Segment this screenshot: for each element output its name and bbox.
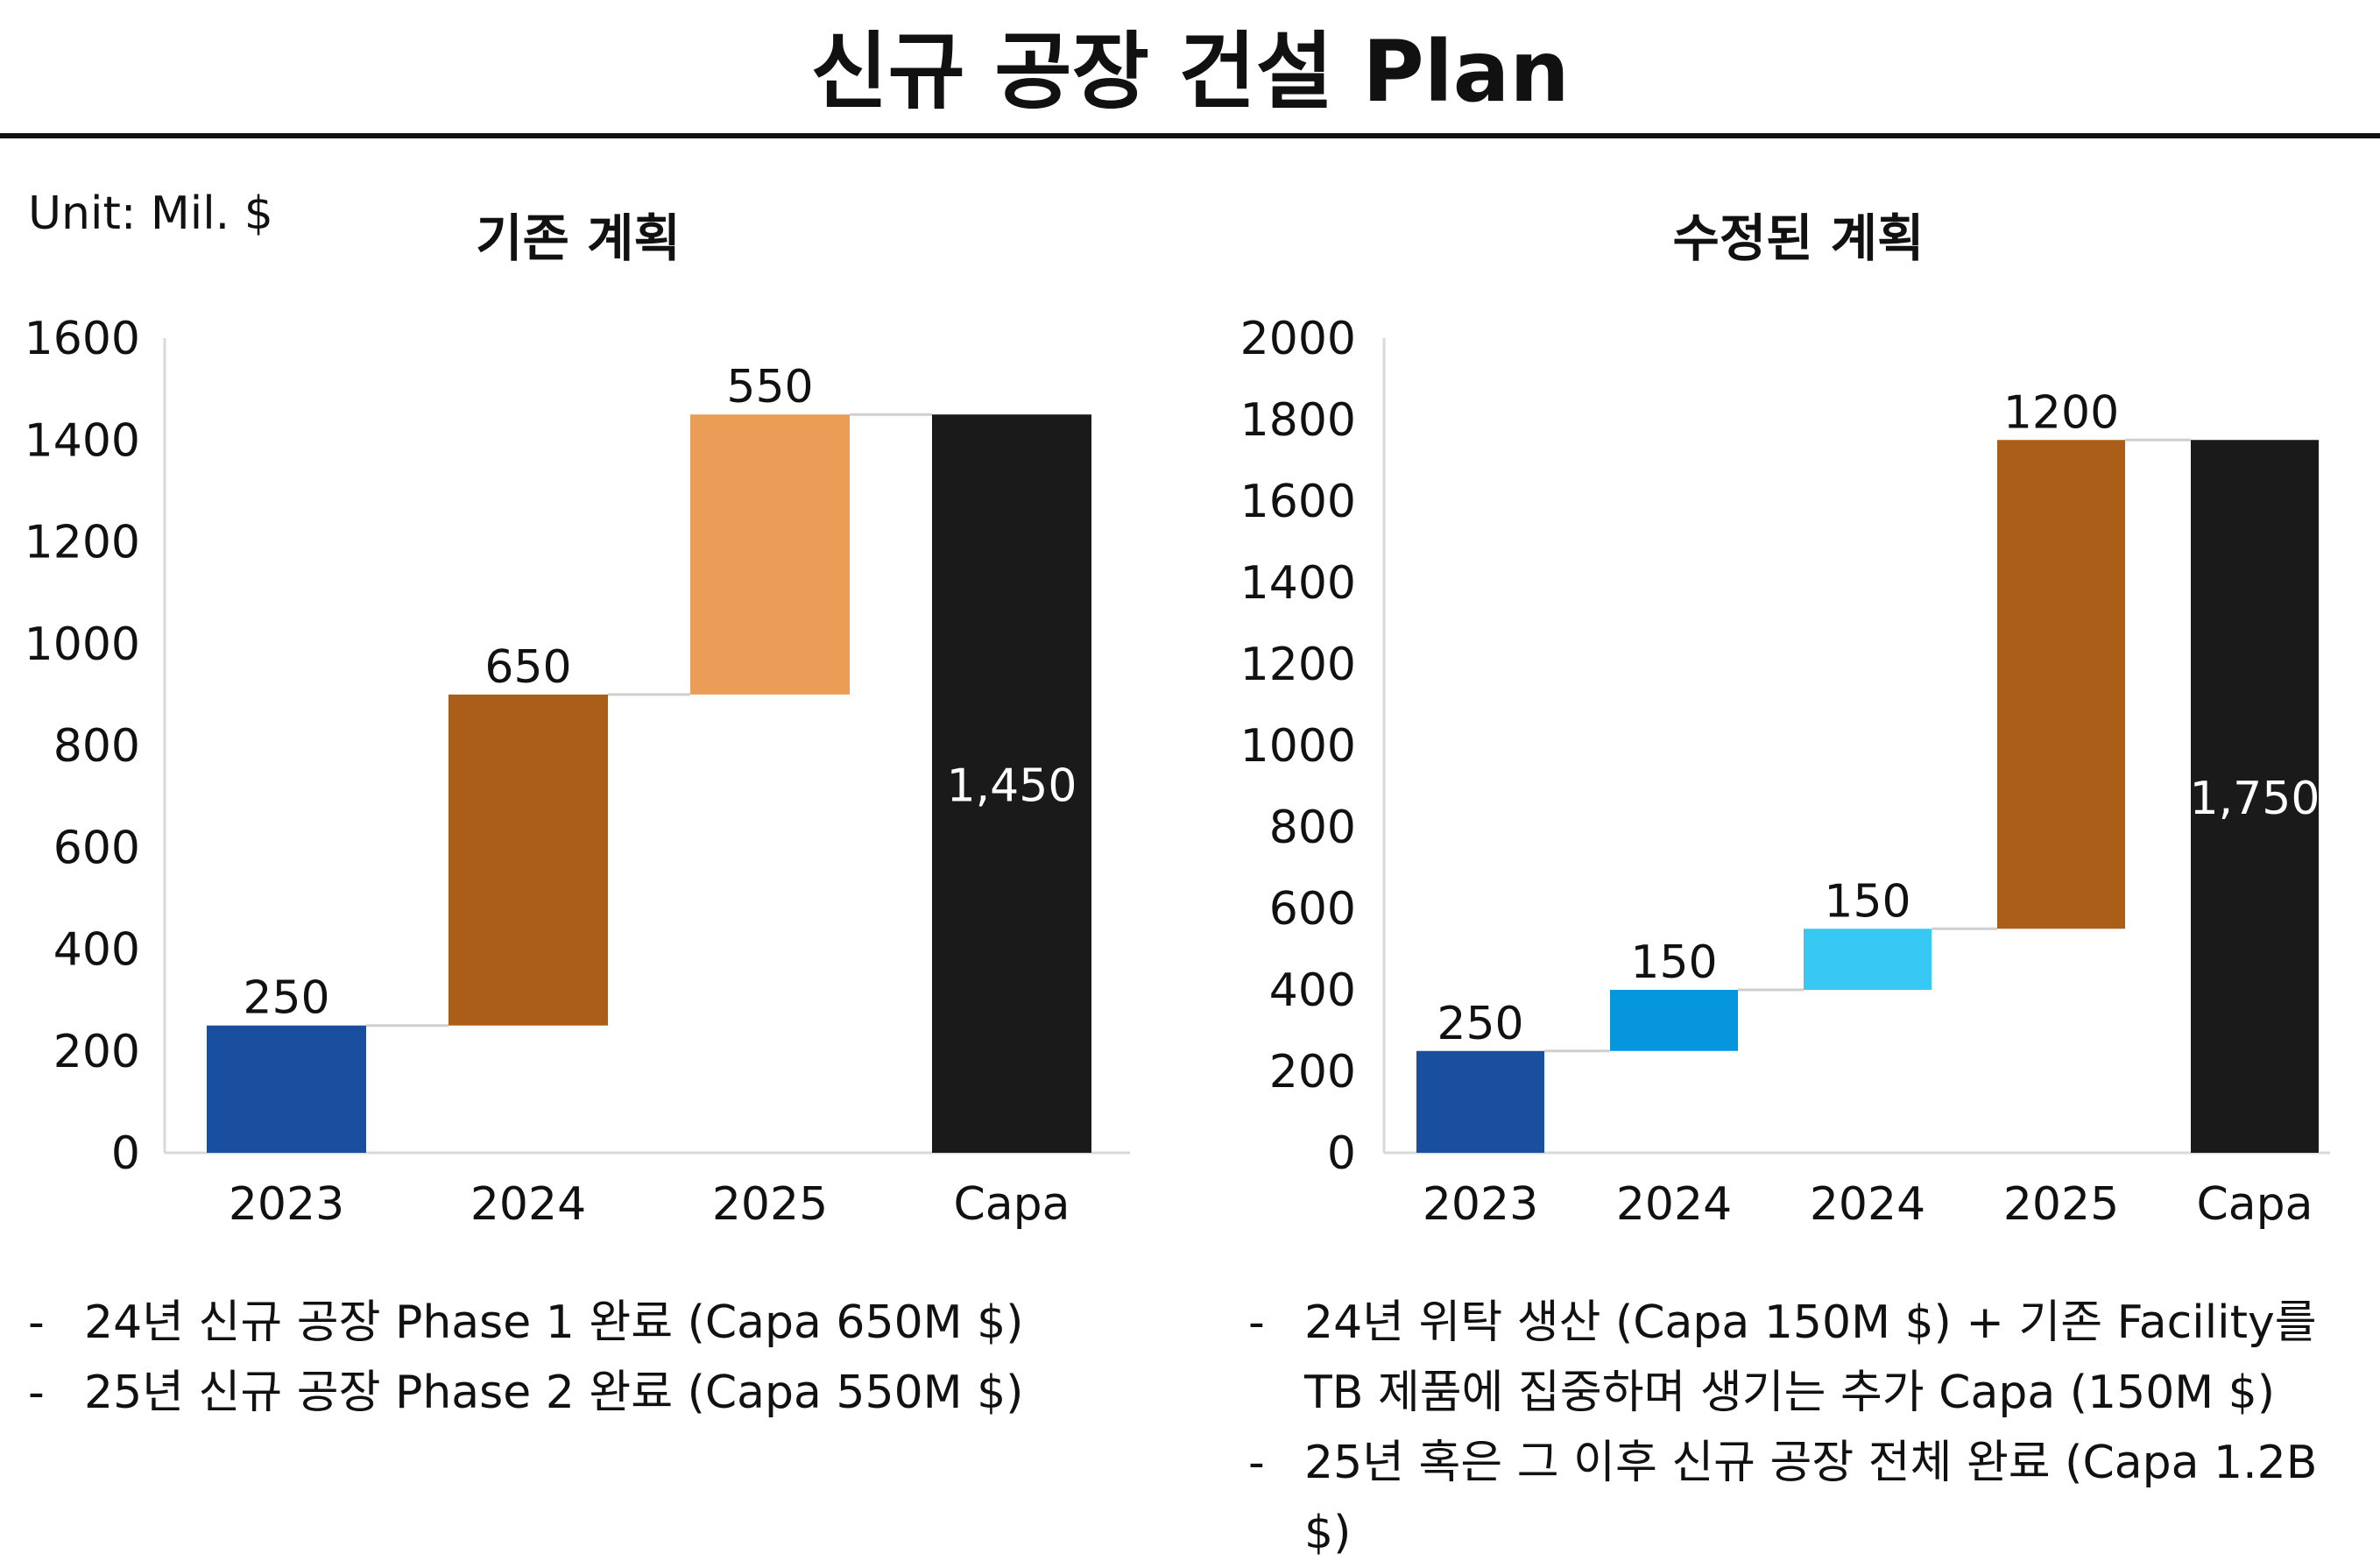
data-label: 250 [243,972,329,1025]
data-label: 150 [1824,875,1910,928]
bar [690,414,850,695]
bar [2191,440,2319,1153]
y-tick-label: 1400 [1240,557,1356,610]
bar [1804,929,1932,990]
y-tick-label: 1200 [1240,639,1356,691]
x-tick-label: 2023 [1423,1178,1538,1231]
y-tick-label: 400 [53,924,140,977]
note-item: 24년 신규 공장 Phase 1 완료 (Capa 650M $) [28,1288,1167,1358]
y-tick-label: 800 [1269,802,1356,854]
data-label: 550 [726,361,813,413]
x-tick-label: Capa [953,1178,1070,1231]
bar [932,414,1091,1153]
y-tick-label: 1000 [1240,720,1356,773]
x-tick-label: Capa [2196,1178,2313,1231]
y-tick-label: 200 [53,1026,140,1078]
y-tick-label: 600 [1269,883,1356,936]
data-label: 150 [1630,936,1717,989]
y-tick-label: 2000 [1240,313,1356,365]
bar [207,1025,366,1153]
y-tick-label: 400 [1269,964,1356,1017]
chart-revised-plan: 수정된 계획 0 200 400 600 800 1000 1200 1400 1600 1800 2… [1240,208,2330,1231]
x-tick-label: 2024 [1616,1178,1732,1231]
chart-original-plan: 기존 계획 0 200 400 600 800 1000 1200 1400 1600 2023 25… [25,208,1130,1231]
data-label: 1,450 [947,760,1077,813]
chart-title: 수정된 계획 [1673,208,1924,268]
x-tick-label: 2025 [712,1178,828,1231]
y-tick-label: 1600 [25,313,140,365]
page-title: 신규 공장 건설 Plan [810,23,1570,121]
y-tick-label: 0 [111,1127,140,1180]
note-item: 24년 위탁 생산 (Capa 150M $) + 기존 Facility를 T… [1248,1288,2361,1428]
title-divider [0,133,2380,138]
y-tick-label: 1000 [25,618,140,671]
x-tick-label: 2023 [229,1178,344,1231]
note-item: 25년 신규 공장 Phase 2 완료 (Capa 550M $) [28,1358,1167,1428]
chart-title: 기존 계획 [476,208,681,268]
bar [1610,990,1738,1051]
note-item: 25년 혹은 그 이후 신규 공장 전체 완료 (Capa 1.2B $) [1248,1428,2361,1568]
notes-revised-plan: 24년 위탁 생산 (Capa 150M $) + 기존 Facility를 T… [1248,1288,2361,1568]
data-label: 650 [484,641,571,694]
data-label: 1,750 [2190,773,2320,825]
y-tick-label: 1400 [25,414,140,467]
y-tick-label: 800 [53,720,140,773]
data-label: 250 [1437,998,1523,1050]
y-tick-label: 0 [1327,1127,1356,1180]
x-tick-label: 2025 [2003,1178,2119,1231]
x-tick-label: 2024 [1810,1178,1925,1231]
bar [1416,1050,1544,1153]
data-label: 1200 [2003,386,2119,439]
y-tick-label: 1200 [25,517,140,569]
notes-original-plan: 24년 신규 공장 Phase 1 완료 (Capa 650M $) 25년 신… [28,1288,1167,1428]
y-tick-label: 600 [53,822,140,874]
x-tick-label: 2024 [470,1178,586,1231]
bar [1997,440,2125,929]
y-tick-label: 1600 [1240,476,1356,528]
y-tick-label: 200 [1269,1046,1356,1098]
unit-label: Unit: Mil. $ [28,187,273,240]
bar [448,694,608,1026]
y-tick-label: 1800 [1240,394,1356,447]
